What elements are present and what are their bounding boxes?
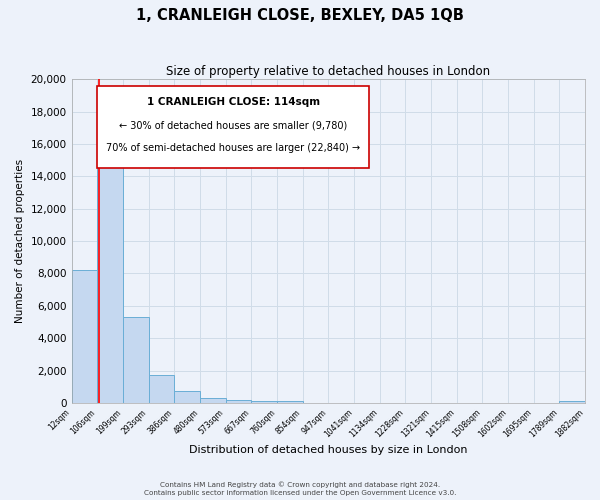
Title: Size of property relative to detached houses in London: Size of property relative to detached ho… — [166, 65, 490, 78]
Y-axis label: Number of detached properties: Number of detached properties — [15, 159, 25, 323]
FancyBboxPatch shape — [97, 86, 370, 168]
Text: Contains HM Land Registry data © Crown copyright and database right 2024.: Contains HM Land Registry data © Crown c… — [160, 482, 440, 488]
Bar — [559, 400, 585, 403]
Bar — [149, 374, 174, 403]
Bar — [123, 317, 149, 403]
Bar — [174, 391, 200, 403]
Bar — [226, 400, 251, 403]
Bar — [251, 402, 277, 403]
Text: 1 CRANLEIGH CLOSE: 114sqm: 1 CRANLEIGH CLOSE: 114sqm — [147, 97, 320, 107]
Bar — [97, 136, 123, 403]
Bar — [277, 400, 302, 403]
Text: ← 30% of detached houses are smaller (9,780): ← 30% of detached houses are smaller (9,… — [119, 120, 347, 130]
Bar — [200, 398, 226, 403]
X-axis label: Distribution of detached houses by size in London: Distribution of detached houses by size … — [189, 445, 467, 455]
Text: Contains public sector information licensed under the Open Government Licence v3: Contains public sector information licen… — [144, 490, 456, 496]
Bar — [71, 270, 97, 403]
Text: 1, CRANLEIGH CLOSE, BEXLEY, DA5 1QB: 1, CRANLEIGH CLOSE, BEXLEY, DA5 1QB — [136, 8, 464, 22]
Text: 70% of semi-detached houses are larger (22,840) →: 70% of semi-detached houses are larger (… — [106, 144, 361, 154]
